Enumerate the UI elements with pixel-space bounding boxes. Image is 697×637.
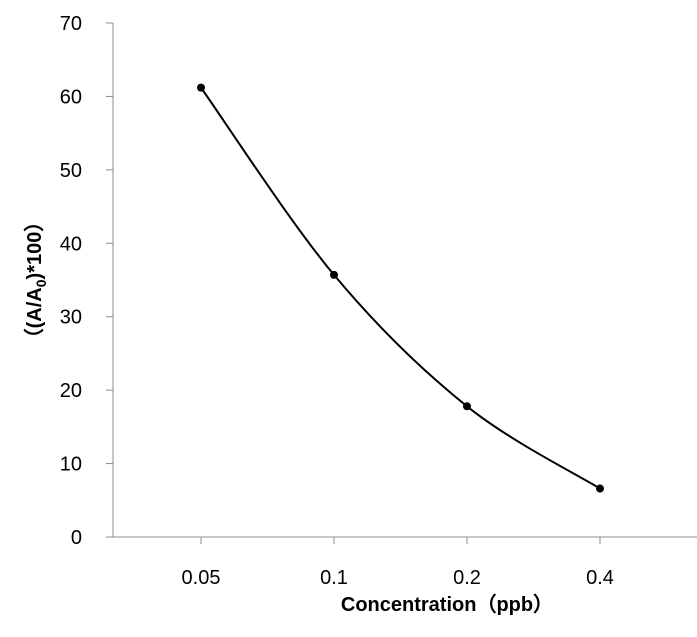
y-axis-title-subscript: 0	[33, 279, 49, 287]
y-axis: 0 10 20 30 40 50 60 70	[60, 13, 114, 549]
x-tick-label: 0.05	[182, 567, 221, 589]
x-tick-label: 0.2	[453, 567, 481, 589]
data-point	[596, 484, 604, 493]
x-tick-label: 0.4	[586, 567, 614, 589]
y-tick-label: 60	[60, 86, 82, 108]
y-ticks: 0 10 20 30 40 50 60 70	[60, 13, 113, 549]
y-tick-label: 30	[60, 307, 82, 329]
y-axis-title: （(A/A0)*100）	[23, 212, 49, 349]
data-point	[463, 402, 471, 411]
y-tick-label: 70	[60, 13, 82, 35]
y-tick-label: 10	[60, 454, 82, 476]
data-point	[197, 83, 205, 92]
x-axis: 0.05 0.1 0.2 0.4	[113, 536, 697, 589]
y-axis-title-suffix: )*100）	[23, 212, 46, 280]
x-ticks: 0.05 0.1 0.2 0.4	[182, 537, 614, 589]
x-tick-label: 0.1	[320, 567, 348, 589]
y-axis-title-prefix: （(A/A	[23, 287, 46, 348]
series-line	[200, 87, 601, 490]
y-tick-label: 40	[60, 233, 82, 255]
y-tick-label: 20	[60, 380, 82, 402]
x-axis-title: Concentration（ppb）	[341, 593, 553, 616]
y-tick-label: 50	[60, 160, 82, 182]
y-tick-label: 0	[71, 527, 82, 549]
data-point	[330, 270, 338, 279]
data-markers	[197, 83, 604, 493]
